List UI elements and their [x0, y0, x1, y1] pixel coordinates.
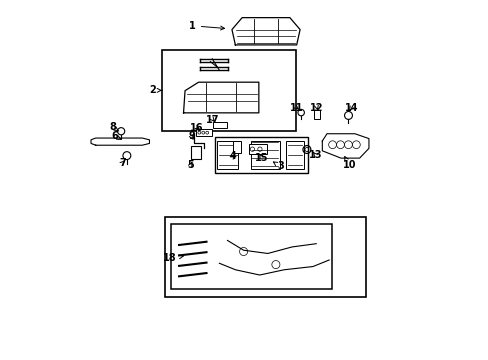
- Text: 6: 6: [111, 131, 121, 141]
- Text: 4: 4: [229, 151, 236, 161]
- Text: 13: 13: [308, 150, 322, 160]
- Text: 17: 17: [206, 115, 219, 125]
- Text: 11: 11: [289, 103, 303, 113]
- Bar: [196, 130, 211, 135]
- Text: 9: 9: [188, 131, 194, 141]
- Bar: [217, 141, 237, 168]
- Text: 10: 10: [342, 157, 355, 170]
- Text: 5: 5: [187, 160, 194, 170]
- Text: 2: 2: [149, 85, 162, 95]
- Text: 1: 1: [189, 21, 224, 31]
- Text: 18: 18: [163, 253, 183, 263]
- Text: 3: 3: [273, 161, 283, 171]
- Bar: [171, 224, 332, 289]
- Text: 7: 7: [119, 158, 126, 168]
- Polygon shape: [231, 18, 300, 45]
- Polygon shape: [322, 134, 368, 158]
- Text: 14: 14: [344, 103, 357, 113]
- Text: 15: 15: [254, 153, 268, 163]
- Bar: [162, 50, 296, 131]
- Polygon shape: [183, 82, 258, 113]
- Bar: [313, 110, 320, 120]
- Text: 16: 16: [190, 123, 203, 132]
- Bar: [164, 217, 365, 297]
- Text: 12: 12: [309, 103, 323, 113]
- Bar: [232, 141, 240, 153]
- Bar: [215, 137, 307, 173]
- Bar: [190, 145, 201, 159]
- Text: 8: 8: [109, 122, 119, 132]
- Polygon shape: [91, 138, 149, 145]
- Bar: [250, 141, 280, 168]
- Bar: [248, 144, 267, 154]
- Bar: [285, 141, 304, 168]
- Bar: [212, 122, 226, 128]
